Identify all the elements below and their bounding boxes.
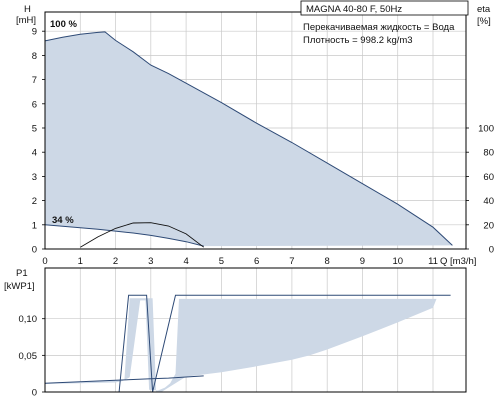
power-y-tick-0: 0 bbox=[32, 388, 37, 399]
x-tick-9: 9 bbox=[360, 256, 365, 267]
y-tick-6: 6 bbox=[32, 99, 37, 110]
head-y-ticks: 0 1 2 3 4 5 6 7 8 9 bbox=[32, 27, 45, 256]
x-tick-4: 4 bbox=[183, 256, 188, 267]
head-y-label-line2: [mH] bbox=[16, 15, 36, 26]
eta-label-line1: eta bbox=[477, 4, 491, 15]
power-y-ticks: 0 0,05 0,10 bbox=[19, 314, 45, 399]
eta-tick-0: 0 bbox=[489, 245, 494, 256]
power-y-label-line2: [kWP1] bbox=[4, 281, 35, 292]
head-plot-frame bbox=[44, 11, 467, 250]
x-tick-8: 8 bbox=[325, 256, 330, 267]
y-tick-5: 5 bbox=[32, 124, 37, 135]
series-label-100: 100 % bbox=[50, 19, 77, 30]
head-series bbox=[44, 31, 453, 248]
eta-label-line2: [%] bbox=[477, 16, 491, 27]
x-tick-5: 5 bbox=[219, 256, 224, 267]
y-tick-0: 0 bbox=[32, 245, 37, 256]
x-tick-0: 0 bbox=[42, 256, 47, 267]
power-series-line-1 bbox=[118, 294, 451, 393]
eta-tick-40: 40 bbox=[483, 196, 494, 207]
head-series-line-1 bbox=[44, 224, 204, 247]
y-tick-9: 9 bbox=[32, 27, 37, 38]
power-y-label-line1: P1 bbox=[16, 268, 28, 279]
density-annotation: Плотность = 998.2 kg/m3 bbox=[303, 35, 413, 46]
y-tick-1: 1 bbox=[32, 220, 37, 231]
x-tick-10: 10 bbox=[392, 256, 403, 267]
x-tick-3: 3 bbox=[148, 256, 153, 267]
head-y-label-line1: H bbox=[24, 4, 31, 15]
title-box bbox=[300, 0, 469, 16]
y-tick-7: 7 bbox=[32, 75, 37, 86]
y-tick-4: 4 bbox=[32, 148, 37, 159]
power-series-line-0 bbox=[44, 375, 204, 384]
x-tick-11: 11 bbox=[428, 256, 438, 267]
x-tick-6: 6 bbox=[254, 256, 259, 267]
eta-tick-100: 100 bbox=[478, 124, 494, 135]
power-y-tick-0,10: 0,10 bbox=[19, 314, 38, 325]
eta-tick-20: 20 bbox=[483, 220, 494, 231]
x-tick-7: 7 bbox=[289, 256, 294, 267]
q-axis-label: Q [m3/h] bbox=[440, 256, 476, 267]
y-tick-3: 3 bbox=[32, 172, 37, 183]
power-chart: 0 0,05 0,10 P1 [kWP1] bbox=[4, 267, 467, 399]
x-tick-1: 1 bbox=[78, 256, 83, 267]
y-tick-2: 2 bbox=[32, 196, 37, 207]
eta-tick-60: 60 bbox=[483, 172, 494, 183]
head-shaded-area bbox=[45, 31, 453, 247]
power-y-tick-0,05: 0,05 bbox=[19, 351, 38, 362]
head-series-line-0 bbox=[44, 31, 453, 246]
eta-tick-80: 80 bbox=[483, 148, 494, 159]
chart-title: MAGNA 40-80 F, 50Hz bbox=[306, 4, 402, 15]
head-x-ticks: 0 1 2 3 4 5 6 7 8 9 10 11 bbox=[42, 256, 438, 267]
power-series bbox=[44, 294, 451, 393]
power-shaded-area bbox=[45, 298, 437, 392]
x-tick-2: 2 bbox=[113, 256, 118, 267]
head-series-line-2 bbox=[80, 222, 204, 248]
series-label-34: 34 % bbox=[52, 215, 74, 226]
head-chart: 0 1 2 3 4 5 6 7 8 9 10 11 0 1 2 3 4 5 6 7 8 9 0 20 40 60 80 100 H… bbox=[16, 0, 494, 267]
fluid-annotation: Перекачиваемая жидкость = Вода bbox=[303, 22, 455, 33]
eta-y-ticks: 0 20 40 60 80 100 bbox=[466, 124, 494, 256]
power-plot-frame bbox=[44, 267, 467, 393]
y-tick-8: 8 bbox=[32, 51, 37, 62]
